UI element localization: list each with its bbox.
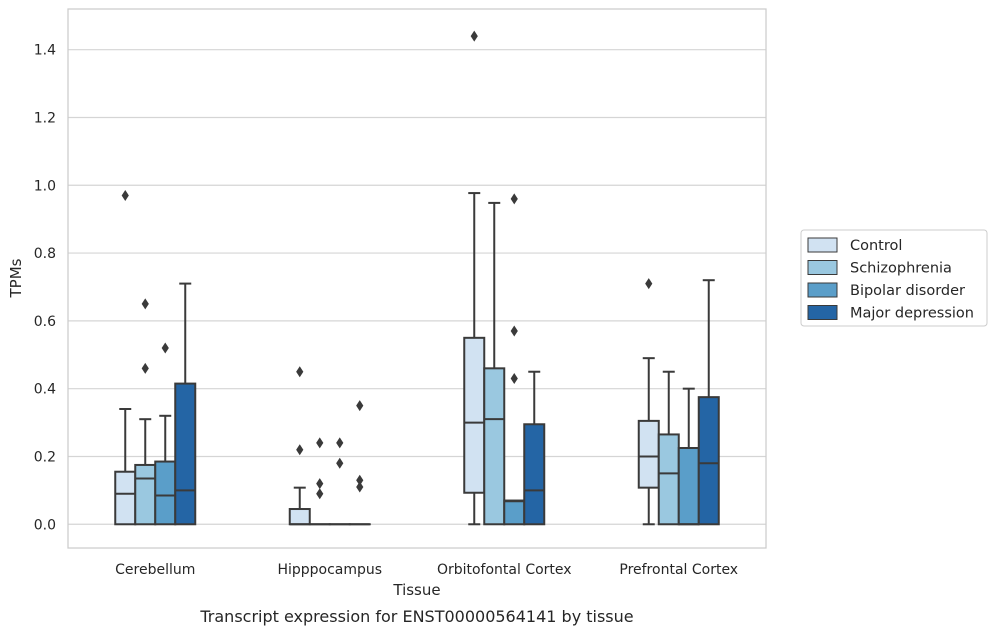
x-tick-labels: Cerebellum Hipppocampus Orbitofontal Corte… bbox=[115, 562, 738, 578]
outlier-point bbox=[510, 193, 518, 205]
legend-frame bbox=[800, 229, 988, 327]
outlier-point bbox=[141, 298, 149, 310]
box-control bbox=[288, 366, 311, 526]
y-tick-label: 0.4 bbox=[34, 382, 56, 398]
box-schizophrenia bbox=[483, 201, 506, 526]
x-axis-title: Tissue bbox=[392, 581, 440, 599]
legend-swatch bbox=[807, 282, 838, 298]
y-tick-label: 1.0 bbox=[34, 178, 56, 194]
y-axis-title: TPMs bbox=[7, 258, 25, 298]
box-major-depression bbox=[174, 282, 197, 526]
box-iqr bbox=[677, 446, 700, 526]
figure-caption: Transcript expression for ENST0000056414… bbox=[199, 607, 633, 626]
outlier-point bbox=[356, 400, 364, 412]
x-tick-label: Orbitofontal Cortex bbox=[437, 562, 572, 578]
box-major-depression bbox=[697, 279, 720, 526]
outlier-point bbox=[316, 478, 324, 490]
box-iqr bbox=[697, 396, 720, 526]
box-bipolar-disorder bbox=[328, 437, 351, 526]
legend-label: Major depression bbox=[850, 306, 974, 322]
outlier-point bbox=[356, 474, 364, 486]
box-iqr bbox=[657, 433, 680, 526]
outlier-point bbox=[141, 362, 149, 374]
box-bipolar-disorder bbox=[677, 387, 700, 526]
outlier-point bbox=[296, 444, 304, 456]
legend-label: Bipolar disorder bbox=[850, 283, 965, 299]
outlier-point bbox=[296, 366, 304, 378]
box-iqr bbox=[288, 508, 311, 526]
y-tick-label: 0.0 bbox=[34, 517, 56, 533]
outlier-point bbox=[470, 30, 478, 42]
y-tick-label: 1.2 bbox=[34, 110, 56, 126]
box-iqr bbox=[523, 423, 546, 526]
x-tick-label: Prefrontal Cortex bbox=[619, 562, 738, 578]
box-iqr bbox=[134, 463, 157, 526]
outlier-point bbox=[336, 437, 344, 449]
box-control bbox=[114, 189, 137, 526]
outlier-point bbox=[316, 437, 324, 449]
outlier-point bbox=[161, 342, 169, 354]
legend-swatch bbox=[807, 305, 838, 320]
box-schizophrenia bbox=[134, 298, 157, 526]
outlier-point bbox=[645, 278, 653, 290]
y-tick-label: 0.8 bbox=[34, 246, 56, 262]
outlier-point bbox=[510, 325, 518, 337]
y-tick-label: 1.4 bbox=[34, 43, 56, 59]
outlier-point bbox=[121, 189, 129, 201]
outlier-point bbox=[356, 481, 364, 493]
box-control bbox=[463, 30, 486, 526]
box-control bbox=[637, 278, 660, 526]
box-major-depression bbox=[348, 400, 371, 526]
outlier-point bbox=[510, 373, 518, 385]
box-iqr bbox=[637, 419, 660, 489]
box-major-depression bbox=[523, 370, 546, 526]
y-tick-labels: 0.0 0.2 0.4 0.6 0.8 1.0 1.2 1.4 bbox=[34, 43, 56, 534]
box-schizophrenia bbox=[308, 437, 331, 526]
box-schizophrenia bbox=[657, 370, 680, 526]
legend-swatch bbox=[807, 260, 838, 275]
box-iqr bbox=[463, 336, 486, 494]
box-iqr bbox=[154, 460, 177, 526]
legend-label: Control bbox=[850, 238, 902, 254]
x-tick-label: Hipppocampus bbox=[277, 562, 382, 578]
box-bipolar-disorder bbox=[154, 342, 177, 526]
y-tick-label: 0.6 bbox=[34, 314, 56, 330]
outlier-point bbox=[316, 488, 324, 500]
plot-frame bbox=[67, 8, 767, 549]
y-tick-label: 0.2 bbox=[34, 449, 56, 465]
box-iqr bbox=[483, 367, 506, 526]
box-bipolar-disorder bbox=[503, 193, 526, 526]
box-iqr bbox=[174, 382, 197, 526]
plot-marks bbox=[114, 30, 720, 526]
box-iqr bbox=[114, 470, 137, 526]
legend: Control Schizophrenia Bipolar disorder Majo… bbox=[800, 229, 988, 327]
outlier-point bbox=[336, 457, 344, 469]
x-tick-label: Cerebellum bbox=[115, 562, 195, 578]
box-iqr bbox=[503, 499, 526, 526]
legend-swatch bbox=[807, 237, 838, 253]
legend-label: Schizophrenia bbox=[850, 261, 952, 277]
